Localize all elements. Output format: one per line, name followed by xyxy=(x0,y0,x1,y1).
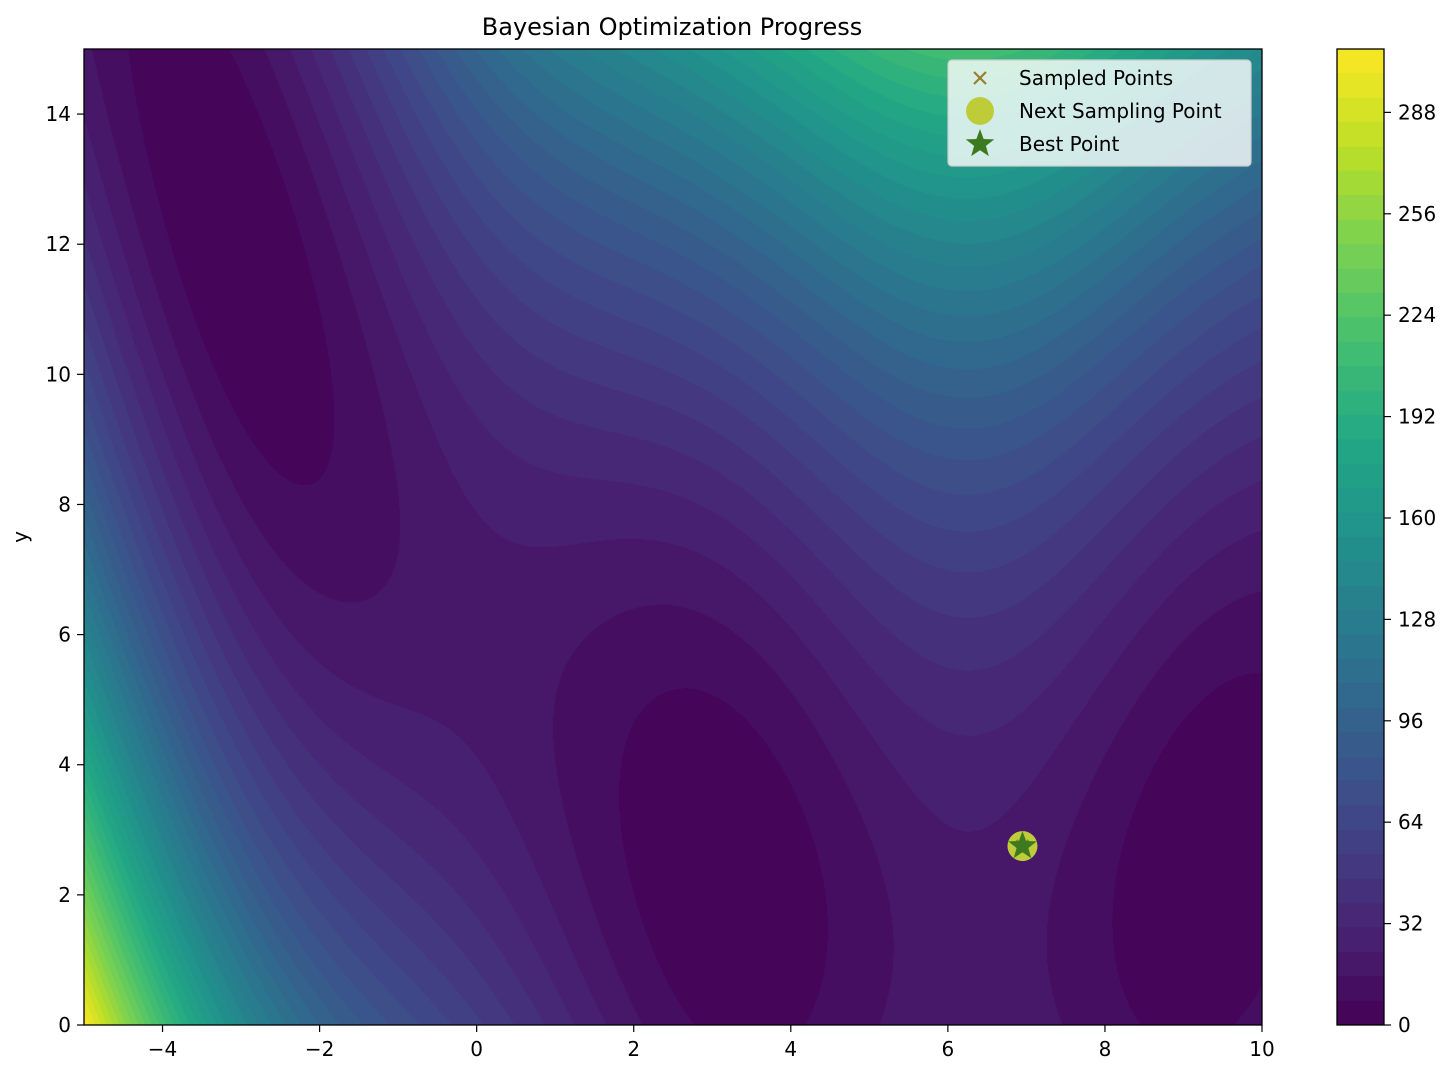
legend-box xyxy=(947,59,1252,167)
x-tick-label: −2 xyxy=(305,1037,334,1061)
colorbar-tick-label: 256 xyxy=(1398,202,1436,226)
y-tick-label: 8 xyxy=(58,492,71,516)
x-axis: −4 −2 0 2 4 6 8 10 xyxy=(148,1025,1275,1061)
colorbar-tick-label: 192 xyxy=(1398,405,1436,429)
legend-marker-sampled xyxy=(973,71,987,85)
legend-marker-next xyxy=(966,97,994,125)
best-point xyxy=(1008,831,1037,859)
legend-label: Sampled Points xyxy=(1019,66,1173,90)
x-tick-label: 8 xyxy=(1099,1037,1112,1061)
y-axis: 0 2 4 6 8 10 12 14 xyxy=(46,102,84,1037)
legend-label: Next Sampling Point xyxy=(1019,99,1222,123)
x-tick-label: 10 xyxy=(1249,1037,1274,1061)
x-tick-label: 6 xyxy=(941,1037,954,1061)
legend: Sampled Points Next Sampling Point Best Po… xyxy=(947,59,1252,167)
y-tick-label: 14 xyxy=(46,102,71,126)
colorbar-tick-label: 128 xyxy=(1398,607,1436,631)
legend-marker-best xyxy=(965,129,995,157)
x-tick-label: 0 xyxy=(470,1037,483,1061)
legend-label: Best Point xyxy=(1019,132,1119,156)
colorbar-tick-label: 64 xyxy=(1398,810,1423,834)
colorbar: 0 32 64 96 128 160 192 224 256 288 xyxy=(1336,48,1436,1037)
colorbar-tick-label: 96 xyxy=(1398,709,1423,733)
colorbar-tick-label: 288 xyxy=(1398,100,1436,124)
colorbar-tick-label: 32 xyxy=(1398,912,1423,936)
colorbar-frame xyxy=(1336,48,1385,1026)
colorbar-tick-label: 0 xyxy=(1398,1013,1411,1037)
plot-markers xyxy=(1007,831,1038,862)
y-tick-label: 2 xyxy=(58,883,71,907)
y-tick-label: 6 xyxy=(58,623,71,647)
plot-frame xyxy=(83,48,1263,1026)
y-tick-label: 4 xyxy=(58,753,71,777)
x-tick-label: 2 xyxy=(627,1037,640,1061)
y-tick-label: 12 xyxy=(46,232,71,256)
y-axis-label: y xyxy=(8,531,32,543)
y-tick-label: 0 xyxy=(58,1013,71,1037)
x-tick-label: −4 xyxy=(148,1037,177,1061)
colorbar-tick-label: 224 xyxy=(1398,303,1436,327)
x-tick-label: 4 xyxy=(784,1037,797,1061)
colorbar-tick-label: 160 xyxy=(1398,506,1436,530)
contour-surface xyxy=(84,49,1262,1025)
y-tick-label: 10 xyxy=(46,362,71,386)
chart-title: Bayesian Optimization Progress xyxy=(482,13,862,41)
